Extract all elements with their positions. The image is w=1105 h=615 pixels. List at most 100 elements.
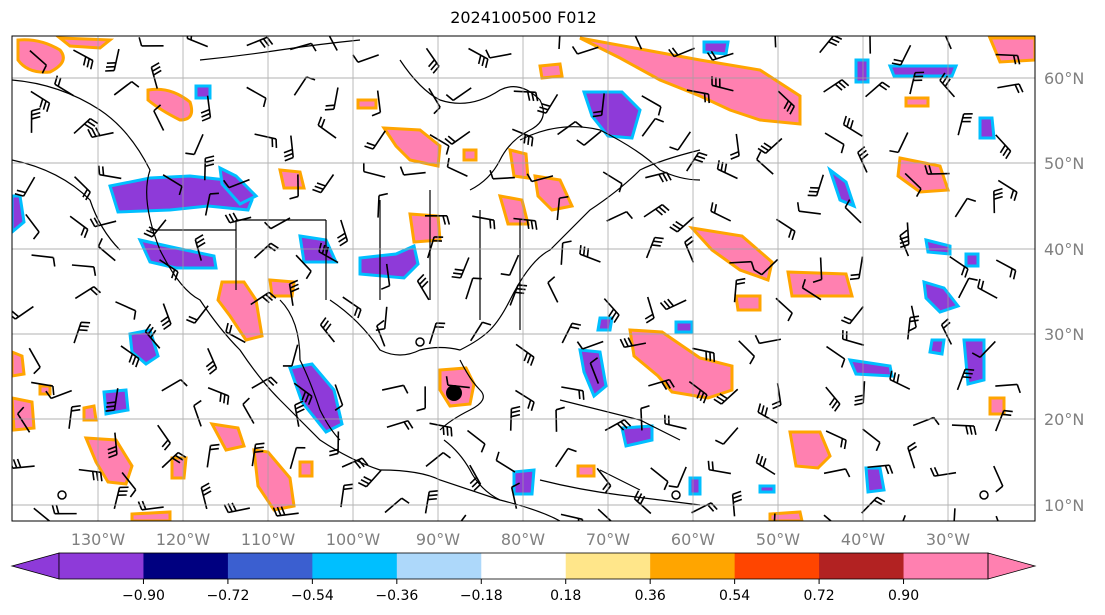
wind-barb xyxy=(45,389,73,400)
wind-barb xyxy=(416,386,427,412)
wind-barb xyxy=(289,174,299,200)
colorbar-segment xyxy=(650,553,736,579)
wind-barb xyxy=(669,131,692,151)
colorbar-tick-label: −0.18 xyxy=(460,588,503,604)
wind-barb xyxy=(445,87,472,102)
colorbar-tick-label: −0.90 xyxy=(122,588,165,604)
contour-region xyxy=(12,396,36,432)
wind-barb xyxy=(659,298,687,311)
wind-barb xyxy=(282,344,299,367)
wind-barb xyxy=(993,187,1003,214)
wind-barb xyxy=(160,303,172,331)
wind-barb xyxy=(891,44,912,66)
station-circle xyxy=(671,490,681,500)
wind-barb xyxy=(193,399,202,427)
wind-barb xyxy=(293,382,313,405)
negative-contours xyxy=(12,40,996,496)
wind-barb xyxy=(51,504,77,515)
wind-barb xyxy=(561,386,585,400)
wind-barb xyxy=(465,277,482,300)
wind-barb xyxy=(849,256,864,281)
wind-barb xyxy=(399,166,426,176)
contour-region xyxy=(218,165,259,206)
wind-barb xyxy=(555,447,577,468)
wind-barb xyxy=(924,165,950,175)
wind-barb xyxy=(669,216,695,233)
wind-barb xyxy=(691,502,718,514)
wind-barb xyxy=(380,263,391,290)
wind-barb xyxy=(603,298,620,323)
wind-barb xyxy=(138,37,164,47)
wind-barb xyxy=(207,386,230,405)
contour-region xyxy=(688,476,702,496)
contour-region xyxy=(408,212,442,244)
wind-barb xyxy=(30,107,41,133)
wind-barb xyxy=(25,213,40,240)
wind-barb xyxy=(334,384,344,411)
wind-barb xyxy=(294,400,305,427)
wind-barb xyxy=(446,157,468,177)
wind-barb xyxy=(444,130,471,145)
lon-label: 70°W xyxy=(586,530,630,549)
wind-barb xyxy=(203,155,215,181)
colorbar-tick-label: 0.90 xyxy=(888,588,919,604)
wind-barb xyxy=(684,236,695,263)
wind-barb xyxy=(993,465,1004,493)
wind-barb xyxy=(362,162,386,178)
contour-region xyxy=(758,484,776,494)
wind-barb xyxy=(460,514,467,521)
storm-center-marker[interactable] xyxy=(446,385,462,401)
wind-barb xyxy=(757,403,778,424)
wind-barb xyxy=(469,321,492,342)
colorbar-tick-label: −0.72 xyxy=(206,588,249,604)
contour-region xyxy=(82,404,98,422)
wind-barb xyxy=(159,259,179,281)
wind-barb xyxy=(995,134,1012,160)
contour-region xyxy=(512,468,536,496)
wind-barb xyxy=(513,90,539,102)
wind-barb xyxy=(997,179,1018,201)
wind-barb xyxy=(73,49,94,70)
wind-barb xyxy=(272,506,299,517)
wind-barb xyxy=(940,318,953,345)
wind-barb xyxy=(416,273,430,301)
lat-label: 60°N xyxy=(1044,69,1084,88)
contour-region xyxy=(786,270,854,298)
colorbar-tick-label: 0.72 xyxy=(804,588,835,604)
lon-label: 130°W xyxy=(71,530,126,549)
wind-barb xyxy=(777,90,795,115)
wind-barb xyxy=(319,317,336,343)
map-panel[interactable] xyxy=(8,23,1036,542)
wind-barb xyxy=(283,135,295,162)
wind-barb xyxy=(648,378,675,391)
contour-region xyxy=(38,384,52,396)
lat-label: 40°N xyxy=(1044,240,1084,259)
wind-barb xyxy=(451,257,470,279)
wind-barb xyxy=(186,305,209,324)
wind-barb xyxy=(28,347,41,375)
wind-barb xyxy=(73,321,91,344)
wind-barb xyxy=(707,460,732,475)
wind-barb xyxy=(729,260,755,271)
colorbar-frame xyxy=(58,552,989,580)
wind-barb xyxy=(688,381,708,404)
wind-barb xyxy=(561,322,582,344)
colorbar-segment xyxy=(59,553,144,579)
station-circle xyxy=(979,490,989,500)
wind-barb xyxy=(644,296,655,324)
wind-barb xyxy=(318,242,339,264)
colorbar-tick-label: 0.36 xyxy=(635,588,666,604)
contour-region xyxy=(298,460,314,478)
wind-barb xyxy=(115,301,137,320)
wind-barb xyxy=(773,513,776,521)
wind-barb xyxy=(254,133,278,148)
wind-barb xyxy=(312,174,335,194)
wind-barb xyxy=(862,428,881,452)
contour-region xyxy=(462,148,478,162)
colorbar: −0.90 −0.72 −0.54 −0.36 −0.18 0.18 0.36 0.54 0.7… xyxy=(10,552,1037,604)
wind-barb xyxy=(107,432,118,459)
wind-barb xyxy=(949,255,969,278)
wind-barb xyxy=(371,90,382,117)
wind-barb xyxy=(352,54,379,63)
wind-barb xyxy=(729,133,740,160)
